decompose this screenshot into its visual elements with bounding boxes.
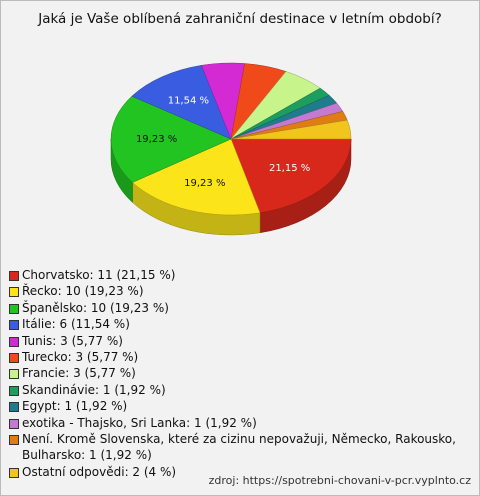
pie-slice [131,65,232,140]
pie-slice [230,138,352,214]
legend-label: Chorvatsko: 11 (21,15 %) [22,268,176,282]
legend-label: Francie: 3 (5,77 %) [22,366,136,381]
legend-swatch [9,303,19,314]
legend-label: Není. Kromě Slovenska, které za cizinu n… [22,432,456,463]
legend-swatch [9,320,19,331]
legend-swatch [9,402,19,413]
chart: 21,15 % 19,23 % 19,23 % 11,54 % [110,62,352,236]
legend-swatch [9,467,19,478]
legend-item: Není. Kromě Slovenska, které za cizinu n… [9,431,471,464]
legend-label: Tunis: 3 (5,77 %) [22,333,123,348]
legend-swatch [9,353,19,364]
value-label: 11,54 % [168,95,209,106]
value-label: 21,15 % [269,163,310,174]
legend-label: Itálie: 6 (11,54 %) [22,317,130,332]
legend: Chorvatsko: 11 (21,15 %) Řecko: 10 (19,23… [9,267,471,480]
legend-label: exotika - Thajsko, Sri Lanka: 1 (1,92 %) [22,415,257,430]
legend-item: Chorvatsko: 11 (21,15 %) [9,267,471,283]
legend-label: Řecko: 10 (19,23 %) [22,284,144,299]
legend-item: Řecko: 10 (19,23 %) [9,283,471,299]
legend-label: Ostatní odpovědi: 2 (4 %) [22,464,177,479]
value-label: 19,23 % [184,178,225,189]
chart-title: Jaká je Vaše oblíbená zahraniční destina… [38,11,442,27]
legend-swatch [9,385,19,396]
legend-swatch [9,287,19,298]
pie-slice [132,138,261,216]
legend-swatch [9,271,19,281]
legend-item: exotika - Thajsko, Sri Lanka: 1 (1,92 %) [9,415,471,431]
legend-swatch [9,369,19,380]
legend-item: Skandinávie: 1 (1,92 %) [9,382,471,398]
legend-label: Turecko: 3 (5,77 %) [22,350,139,365]
legend-label: Španělsko: 10 (19,23 %) [22,300,169,315]
source: zdroj: https://spotrebni-chovani-v-pcr.v… [208,474,471,487]
legend-item: Egypt: 1 (1,92 %) [9,398,471,414]
pie-slice [230,119,352,140]
legend-item: Turecko: 3 (5,77 %) [9,349,471,365]
legend-label: Skandinávie: 1 (1,92 %) [22,382,166,397]
legend-item: Tunis: 3 (5,77 %) [9,333,471,349]
value-label: 19,23 % [136,134,177,145]
legend-item: Itálie: 6 (11,54 %) [9,316,471,332]
legend-swatch [9,435,19,446]
legend-label: Egypt: 1 (1,92 %) [22,399,128,414]
legend-item: Francie: 3 (5,77 %) [9,365,471,381]
legend-swatch [9,418,19,429]
legend-swatch [9,336,19,347]
legend-item: Španělsko: 10 (19,23 %) [9,300,471,316]
pie-slice [110,95,232,183]
legend-item: Ostatní odpovědi: 2 (4 %) [9,464,471,480]
